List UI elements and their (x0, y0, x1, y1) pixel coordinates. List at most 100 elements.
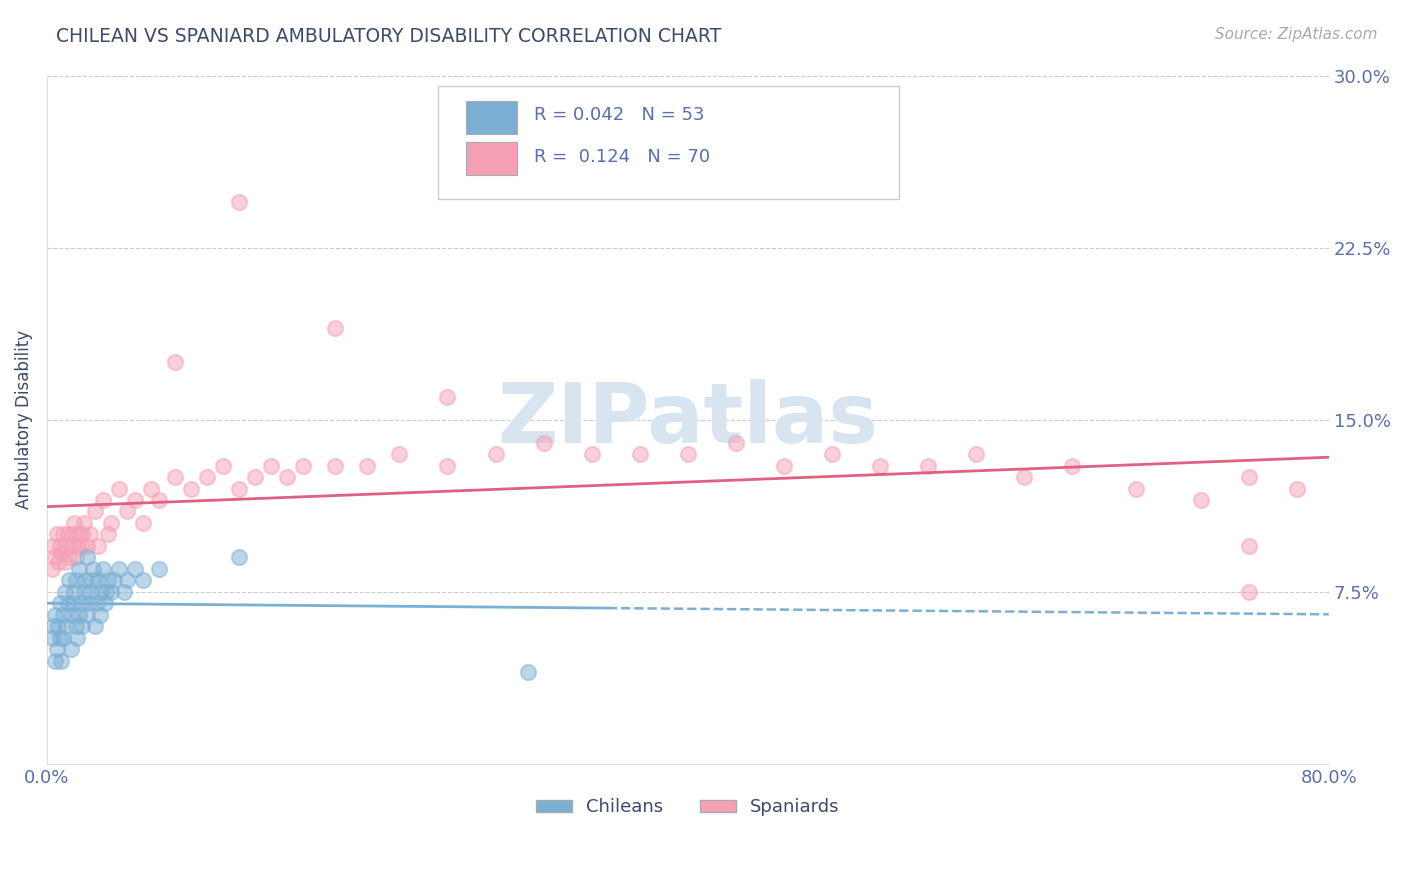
Point (96, 584, 118, 599)
FancyBboxPatch shape (465, 101, 517, 134)
Point (1125, 482, 1147, 496)
Point (55, 619, 77, 633)
Point (52, 631, 75, 645)
Text: R = 0.042   N = 53: R = 0.042 N = 53 (534, 106, 704, 125)
Point (48, 596, 70, 610)
Point (124, 562, 146, 576)
Point (51, 654, 73, 668)
Point (323, 458, 346, 473)
Point (70, 527, 93, 541)
Point (91, 562, 114, 576)
Point (132, 574, 155, 588)
Point (67, 562, 90, 576)
Point (44, 550, 66, 565)
Text: Source: ZipAtlas.com: Source: ZipAtlas.com (1215, 27, 1378, 42)
Point (89, 607, 111, 622)
Point (124, 493, 146, 508)
Point (79, 527, 101, 541)
Point (228, 194, 250, 209)
Point (44, 654, 66, 668)
Point (148, 562, 170, 576)
Point (51, 546, 73, 560)
Point (76, 607, 98, 622)
Point (58, 550, 80, 565)
Point (484, 447, 506, 461)
Point (132, 516, 155, 530)
Point (100, 584, 122, 599)
Text: R =  0.124   N = 70: R = 0.124 N = 70 (534, 148, 710, 166)
Point (53, 555, 76, 569)
Point (45, 527, 67, 541)
Point (148, 493, 170, 508)
Point (65, 574, 87, 588)
Point (1014, 470, 1036, 484)
FancyBboxPatch shape (437, 86, 900, 200)
Point (260, 458, 283, 473)
Point (165, 355, 187, 369)
Point (46, 555, 69, 569)
Point (56, 527, 79, 541)
Point (100, 516, 122, 530)
Point (212, 458, 235, 473)
Point (1237, 584, 1260, 599)
Point (108, 482, 131, 496)
Point (62, 596, 84, 610)
Point (773, 458, 796, 473)
Point (70, 619, 93, 633)
Point (86, 596, 108, 610)
Point (245, 470, 267, 484)
Legend: Chileans, Spaniards: Chileans, Spaniards (529, 791, 846, 823)
Point (356, 458, 378, 473)
Point (97, 574, 120, 588)
Point (965, 447, 987, 461)
Point (97, 527, 120, 541)
Point (93, 596, 115, 610)
Point (67, 607, 90, 622)
Point (112, 584, 135, 599)
Text: CHILEAN VS SPANIARD AMBULATORY DISABILITY CORRELATION CHART: CHILEAN VS SPANIARD AMBULATORY DISABILIT… (56, 27, 721, 45)
Point (59, 642, 82, 657)
Point (115, 574, 138, 588)
Point (276, 470, 298, 484)
Point (62, 527, 84, 541)
Point (53, 584, 76, 599)
Point (533, 435, 555, 450)
Point (139, 482, 162, 496)
Point (676, 447, 699, 461)
Point (46, 619, 69, 633)
Point (87, 539, 110, 553)
Point (48, 631, 70, 645)
Point (65, 550, 87, 565)
Point (436, 458, 458, 473)
Point (73, 516, 96, 530)
Point (1237, 539, 1260, 553)
Point (65, 619, 87, 633)
Point (724, 435, 747, 450)
Point (180, 482, 202, 496)
Point (75, 574, 97, 588)
Point (59, 539, 82, 553)
Point (42, 619, 65, 633)
Point (108, 562, 131, 576)
Point (115, 504, 138, 518)
Point (44, 607, 66, 622)
Point (436, 390, 458, 404)
Point (869, 458, 891, 473)
Point (77, 596, 100, 610)
Point (84, 504, 107, 518)
Point (91, 493, 114, 508)
Point (228, 482, 250, 496)
Point (1062, 458, 1084, 473)
Point (1237, 470, 1260, 484)
Point (73, 584, 96, 599)
Point (66, 539, 89, 553)
Point (45, 642, 67, 657)
Point (66, 631, 89, 645)
Point (56, 596, 79, 610)
FancyBboxPatch shape (465, 143, 517, 176)
Point (82, 562, 104, 576)
Point (55, 539, 77, 553)
Point (628, 447, 651, 461)
Point (1285, 482, 1308, 496)
Point (59, 607, 82, 622)
